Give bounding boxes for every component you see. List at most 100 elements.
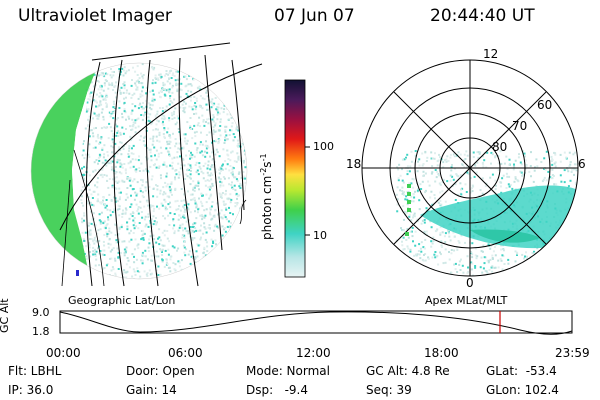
noise-speck <box>442 224 445 227</box>
noise-speck <box>193 95 196 98</box>
noise-speck <box>230 151 233 154</box>
noise-speck <box>528 170 531 173</box>
noise-speck <box>551 177 554 180</box>
noise-speck <box>155 250 158 253</box>
noise-speck <box>235 128 238 131</box>
noise-speck <box>536 238 539 241</box>
noise-speck <box>216 151 219 154</box>
noise-speck <box>162 163 165 166</box>
noise-speck <box>90 238 93 240</box>
noise-speck <box>480 217 482 220</box>
noise-speck <box>439 211 442 214</box>
noise-speck <box>102 74 105 77</box>
noise-speck <box>200 170 203 173</box>
noise-speck <box>154 77 157 80</box>
noise-speck <box>153 66 156 69</box>
info-filter: Flt: LBHL <box>8 364 62 378</box>
noise-speck <box>118 208 121 210</box>
noise-speck <box>139 93 142 96</box>
noise-speck <box>471 190 474 193</box>
noise-speck <box>131 109 134 112</box>
noise-speck <box>178 205 180 208</box>
noise-speck <box>189 228 192 231</box>
noise-speck <box>146 157 148 160</box>
noise-speck <box>95 105 97 108</box>
noise-speck <box>171 86 174 89</box>
noise-speck <box>126 257 129 259</box>
noise-speck <box>201 107 204 110</box>
noise-speck <box>424 172 427 175</box>
noise-speck <box>212 240 214 243</box>
noise-speck <box>176 115 179 118</box>
noise-speck <box>232 139 235 142</box>
noise-speck <box>193 124 196 127</box>
noise-speck <box>227 158 230 160</box>
noise-speck <box>88 246 91 249</box>
noise-speck <box>529 198 532 201</box>
noise-speck <box>550 155 553 158</box>
noise-speck <box>232 174 235 177</box>
noise-speck <box>118 148 121 151</box>
noise-speck <box>567 170 570 173</box>
noise-speck <box>244 153 246 156</box>
noise-speck <box>203 98 206 101</box>
noise-speck <box>199 141 202 144</box>
noise-speck <box>169 189 172 192</box>
noise-speck <box>112 89 114 91</box>
noise-speck <box>198 165 201 168</box>
noise-speck <box>167 253 170 256</box>
noise-speck <box>99 228 102 231</box>
noise-speck <box>106 126 109 129</box>
noise-speck <box>108 227 111 230</box>
noise-speck <box>521 253 524 256</box>
noise-speck <box>410 219 413 222</box>
noise-speck <box>203 216 206 219</box>
noise-speck <box>463 159 466 162</box>
noise-speck <box>97 229 100 232</box>
noise-speck <box>431 203 434 206</box>
noise-speck <box>113 127 116 129</box>
noise-speck <box>152 100 155 103</box>
time-tick-0600: 06:00 <box>168 346 203 360</box>
noise-speck <box>196 243 199 246</box>
noise-speck <box>187 89 190 92</box>
noise-speck <box>403 210 406 213</box>
noise-speck <box>509 239 512 242</box>
noise-speck <box>173 246 176 249</box>
noise-speck <box>156 188 159 191</box>
noise-speck <box>239 145 242 148</box>
noise-speck <box>453 155 456 158</box>
noise-speck <box>191 230 194 233</box>
noise-speck <box>136 267 139 270</box>
noise-speck <box>117 180 120 183</box>
noise-speck <box>494 179 497 182</box>
noise-speck <box>444 200 447 203</box>
noise-speck <box>455 173 458 176</box>
noise-speck <box>509 199 512 202</box>
noise-speck <box>114 274 117 277</box>
noise-speck <box>165 105 168 108</box>
noise-speck <box>503 197 505 200</box>
noise-speck <box>123 81 126 84</box>
noise-speck <box>220 167 223 170</box>
noise-speck <box>209 212 211 215</box>
noise-speck <box>141 75 144 78</box>
noise-speck <box>402 236 405 239</box>
colorbar-unit-s: s <box>260 161 274 168</box>
noise-speck <box>128 240 131 243</box>
noise-speck <box>154 154 156 157</box>
noise-speck <box>168 77 170 80</box>
noise-speck <box>116 208 119 211</box>
noise-speck <box>99 85 102 88</box>
noise-speck <box>103 244 106 247</box>
noise-speck <box>153 254 156 257</box>
noise-speck <box>178 131 181 133</box>
noise-speck <box>456 174 458 177</box>
noise-speck <box>142 254 144 257</box>
noise-speck <box>218 168 221 171</box>
noise-speck <box>88 188 91 191</box>
noise-speck <box>539 237 542 240</box>
noise-speck <box>536 243 539 246</box>
noise-speck <box>559 219 561 222</box>
noise-speck <box>552 175 555 177</box>
